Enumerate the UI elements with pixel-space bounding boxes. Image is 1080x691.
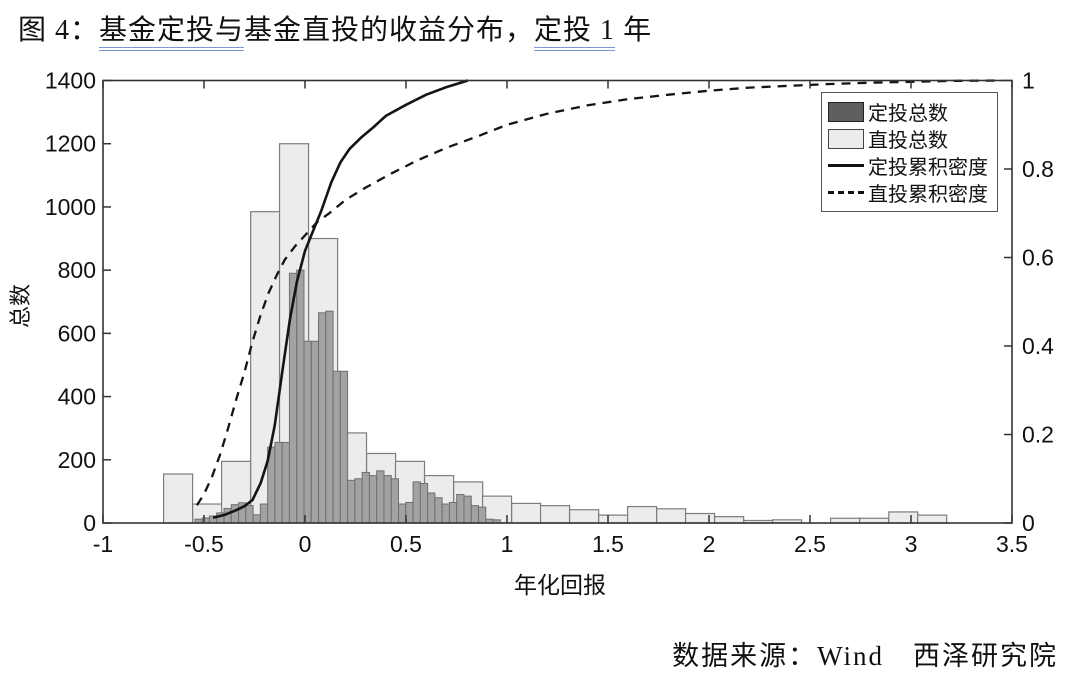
regular-invest-bar — [347, 479, 356, 524]
x-tick-label: 0 — [299, 531, 312, 557]
regular-invest-bar — [318, 312, 327, 524]
direct-invest-bar — [656, 508, 687, 524]
figure-title-tail: 年 — [615, 15, 653, 46]
chart-area: -1 -0.5 0 0.5 1 1.5 2 2.5 3 3.5 0 200 400 600 800 1000 1… — [45, 68, 1054, 558]
legend-label: 定投总数 — [868, 103, 948, 125]
y-left-tick-label: 1000 — [45, 194, 96, 220]
regular-invest-bar — [259, 503, 269, 524]
dashed-line-swatch-icon — [828, 191, 864, 194]
regular-invest-bar — [419, 482, 429, 524]
regular-invest-bar — [252, 514, 261, 524]
x-tick-label: 3.5 — [996, 531, 1028, 557]
y-left-tick-label: 1200 — [45, 131, 96, 157]
regular-invest-bar — [296, 269, 305, 524]
legend-item-dingtou-cdf: 定投累积密度 — [828, 152, 991, 179]
legend-label: 定投累积密度 — [868, 157, 988, 179]
y-right-tick-label: 0 — [1022, 510, 1035, 536]
regular-invest-bar — [354, 478, 363, 524]
y-left-tick-label: 600 — [58, 320, 96, 346]
regular-invest-bar — [274, 441, 283, 524]
regular-invest-bar — [332, 370, 341, 524]
direct-invest-bar — [684, 512, 716, 524]
regular-invest-bar — [390, 478, 400, 524]
regular-invest-bar — [376, 470, 385, 524]
regular-invest-bar — [470, 505, 480, 524]
direct-invest-bar — [598, 514, 629, 524]
cdf-line-dashed — [195, 79, 1002, 506]
figure-title-underlined-1: 基金定投与 — [99, 15, 245, 51]
x-tick-label: 1 — [501, 531, 514, 557]
y-right-tick-label: 1 — [1022, 68, 1035, 94]
figure-title: 图 4：基金定投与基金直投的收益分布，定投 1 年 — [18, 8, 653, 51]
regular-invest-bar — [405, 501, 414, 524]
regular-invest-bar — [325, 310, 334, 524]
regular-invest-bar — [398, 503, 407, 524]
legend-item-zhitou-count: 直投总数 — [828, 125, 991, 152]
y-left-tick-label: 0 — [83, 510, 96, 536]
y-left-tick-label: 400 — [58, 384, 96, 410]
light-bar-swatch-icon — [828, 128, 864, 149]
regular-invest-bar — [463, 495, 472, 524]
y-right-tick-label: 0.8 — [1022, 156, 1054, 182]
y-right-tick-label: 0.4 — [1022, 333, 1054, 359]
regular-invest-bar — [427, 492, 436, 524]
direct-invest-bar — [626, 505, 658, 524]
y-left-tick-label: 1400 — [45, 68, 96, 94]
regular-invest-bar — [383, 475, 392, 524]
x-tick-label: -1 — [93, 531, 113, 557]
figure-title-middle: 基金直投的收益分布， — [244, 15, 535, 46]
chart-canvas: -1 -0.5 0 0.5 1 1.5 2 2.5 3 3.5020040060080010001… — [45, 68, 1054, 558]
regular-invest-bar — [361, 471, 370, 524]
x-tick-label: 2.5 — [794, 531, 826, 557]
regular-invest-bar — [310, 340, 320, 524]
regular-invest-bar — [303, 340, 312, 524]
regular-invest-bar — [448, 501, 458, 524]
regular-invest-bar — [434, 497, 443, 524]
direct-invest-bar — [714, 516, 745, 524]
direct-invest-bar — [511, 502, 542, 524]
plot-frame — [102, 79, 1013, 524]
legend-item-dingtou-count: 定投总数 — [828, 98, 991, 125]
dark-bar-swatch-icon — [828, 101, 864, 122]
data-source-caption: 数据来源：Wind 西泽研究院 — [672, 641, 1058, 671]
direct-invest-bar — [163, 473, 194, 524]
y-left-tick-label: 800 — [58, 257, 96, 283]
y-axis-title: 总数 — [8, 284, 33, 329]
regular-invest-bar — [441, 503, 450, 524]
figure-title-prefix: 图 4： — [18, 15, 100, 46]
regular-invest-bar — [339, 370, 349, 524]
direct-invest-bar — [917, 514, 948, 524]
x-axis-title: 年化回报 — [514, 573, 606, 598]
regular-invest-bar — [230, 504, 240, 524]
y-right-tick-label: 0.6 — [1022, 245, 1054, 271]
cdf-line-solid — [212, 79, 469, 519]
direct-invest-bar — [539, 505, 571, 524]
regular-invest-bar — [456, 494, 465, 524]
y-left-tick-label: 200 — [58, 447, 96, 473]
regular-invest-bar — [281, 441, 290, 524]
regular-invest-bar — [368, 475, 378, 524]
solid-line-swatch-icon — [828, 164, 864, 167]
legend-label: 直投累积密度 — [868, 184, 988, 206]
y-right-tick-label: 0.2 — [1022, 422, 1054, 448]
x-tick-label: 0.5 — [390, 531, 422, 557]
chart-legend: 定投总数 直投总数 定投累积密度 直投累积密度 — [821, 92, 998, 212]
x-tick-label: 1.5 — [592, 531, 624, 557]
x-tick-label: 2 — [703, 531, 716, 557]
regular-invest-bar — [478, 506, 487, 524]
legend-item-zhitou-cdf: 直投累积密度 — [828, 179, 991, 206]
figure-title-underlined-2: 定投 1 — [534, 15, 616, 51]
x-tick-label: 3 — [905, 531, 918, 557]
x-tick-label: -0.5 — [184, 531, 224, 557]
legend-label: 直投总数 — [868, 130, 948, 152]
direct-invest-bar — [888, 511, 919, 524]
regular-invest-bar — [245, 505, 254, 524]
regular-invest-bar — [412, 481, 421, 524]
direct-invest-bar — [569, 509, 600, 524]
